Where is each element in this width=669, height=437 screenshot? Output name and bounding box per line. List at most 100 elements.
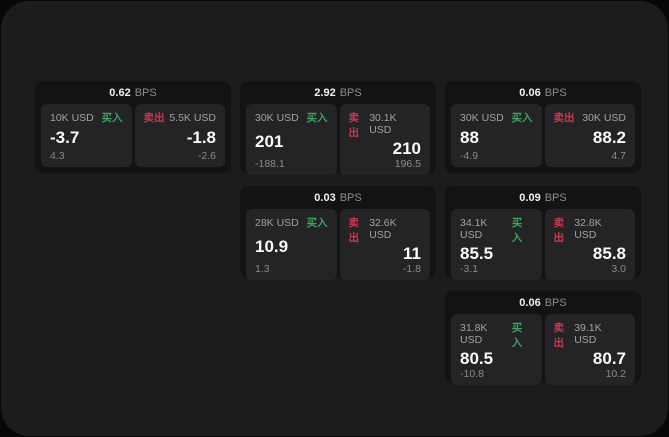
bps-value: 0.06: [519, 297, 541, 309]
buy-delta: -4.9: [460, 150, 479, 162]
sell-value: 11: [403, 244, 421, 263]
sell-side-top-row: 卖出 32.6K USD: [349, 215, 422, 245]
sell-amount: 5.5K USD: [169, 112, 216, 124]
buy-side-tile[interactable]: 28K USD 买入 10.9 1.3: [246, 209, 337, 280]
buy-amount: 34.1K USD: [460, 217, 488, 241]
bps-value: 0.09: [519, 192, 541, 204]
bps-header: 2.92 BPS: [246, 85, 430, 102]
bps-unit-label: BPS: [544, 87, 567, 99]
buy-value: 88: [460, 127, 479, 147]
sell-amount: 30K USD: [582, 112, 626, 124]
sell-value: 80.7: [592, 349, 626, 368]
quote-sides: 34.1K USD 买入 85.5 -3.1 卖出 32.8K USD 85.8…: [451, 209, 635, 280]
sell-side-top-row: 卖出 32.8K USD: [554, 215, 627, 245]
buy-side-top-row: 30K USD 买入: [255, 110, 328, 125]
sell-side-top-row: 卖出 30K USD: [554, 110, 627, 125]
buy-delta: -10.8: [460, 368, 484, 380]
buy-side-tile[interactable]: 31.8K USD 买入 80.5 -10.8: [451, 314, 542, 385]
quote-card: 0.62 BPS 10K USD 买入 -3.7 4.3 卖出 5.5K USD …: [35, 81, 231, 173]
sell-delta: 10.2: [605, 368, 626, 380]
quote-card: 0.03 BPS 28K USD 买入 10.9 1.3 卖出 32.6K USD…: [240, 186, 436, 280]
sell-delta: 196.5: [394, 158, 421, 170]
bps-header: 0.09 BPS: [451, 190, 635, 207]
buy-value: 80.5: [460, 349, 494, 368]
buy-amount: 10K USD: [50, 112, 94, 124]
bps-value: 0.06: [519, 87, 541, 99]
buy-side-tile[interactable]: 30K USD 买入 201 -188.1: [246, 104, 337, 175]
sell-side-tile[interactable]: 卖出 30K USD 88.2 4.7: [544, 104, 635, 167]
buy-value: 85.5: [460, 244, 494, 263]
bps-header: 0.06 BPS: [451, 85, 635, 102]
buy-tag: 买入: [306, 217, 328, 229]
sell-side-top-row: 卖出 30.1K USD: [349, 110, 422, 140]
bps-unit-label: BPS: [544, 297, 567, 309]
cards-grid: 0.62 BPS 10K USD 买入 -3.7 4.3 卖出 5.5K USD …: [35, 81, 641, 385]
sell-side-tile[interactable]: 卖出 39.1K USD 80.7 10.2: [544, 314, 635, 385]
buy-delta: -3.1: [460, 263, 479, 275]
buy-side-top-row: 28K USD 买入: [255, 215, 328, 230]
bps-unit-label: BPS: [339, 192, 362, 204]
sell-value: -1.8: [186, 127, 216, 147]
sell-side-tile[interactable]: 卖出 32.6K USD 11 -1.8: [339, 209, 430, 280]
buy-amount: 28K USD: [255, 217, 299, 229]
sell-amount: 30.1K USD: [369, 112, 397, 136]
sell-side-top-row: 卖出 39.1K USD: [554, 320, 627, 350]
bps-unit-label: BPS: [544, 192, 567, 204]
quote-sides: 31.8K USD 买入 80.5 -10.8 卖出 39.1K USD 80.…: [451, 314, 635, 385]
sell-side-tile[interactable]: 卖出 30.1K USD 210 196.5: [339, 104, 430, 175]
buy-value: -3.7: [50, 127, 80, 147]
bps-value: 2.92: [314, 87, 336, 99]
sell-side-tile[interactable]: 卖出 5.5K USD -1.8 -2.6: [134, 104, 225, 167]
sell-side-top-row: 卖出 5.5K USD: [144, 110, 217, 125]
bps-value: 0.62: [109, 87, 131, 99]
bps-header: 0.03 BPS: [246, 190, 430, 207]
sell-amount: 32.8K USD: [574, 217, 602, 241]
quote-sides: 10K USD 买入 -3.7 4.3 卖出 5.5K USD -1.8 -2.…: [41, 104, 225, 167]
quote-sides: 30K USD 买入 201 -188.1 卖出 30.1K USD 210 1…: [246, 104, 430, 175]
quote-card: 0.06 BPS 30K USD 买入 88 -4.9 卖出 30K USD 88…: [445, 81, 641, 173]
sell-tag: 卖出: [348, 112, 360, 139]
buy-side-tile[interactable]: 10K USD 买入 -3.7 4.3: [41, 104, 132, 167]
sell-amount: 39.1K USD: [574, 322, 602, 346]
quote-sides: 28K USD 买入 10.9 1.3 卖出 32.6K USD 11 -1.8: [246, 209, 430, 280]
quote-card: 0.06 BPS 31.8K USD 买入 80.5 -10.8 卖出 39.1K…: [445, 291, 641, 385]
sell-delta: 3.0: [611, 263, 626, 275]
sell-tag: 卖出: [553, 322, 565, 349]
sell-delta: -1.8: [402, 263, 421, 275]
buy-tag: 买入: [306, 112, 328, 124]
sell-delta: -2.6: [197, 150, 216, 162]
buy-side-top-row: 30K USD 买入: [460, 110, 533, 125]
sell-side-tile[interactable]: 卖出 32.8K USD 85.8 3.0: [544, 209, 635, 280]
buy-side-top-row: 34.1K USD 买入: [460, 215, 533, 245]
sell-tag: 卖出: [553, 217, 565, 244]
bps-unit-label: BPS: [134, 87, 157, 99]
buy-side-tile[interactable]: 30K USD 买入 88 -4.9: [451, 104, 542, 167]
sell-tag: 卖出: [553, 112, 575, 124]
buy-value: 201: [255, 131, 284, 151]
buy-tag: 买入: [511, 112, 533, 124]
bps-unit-label: BPS: [339, 87, 362, 99]
bps-value: 0.03: [314, 192, 336, 204]
buy-amount: 30K USD: [460, 112, 504, 124]
sell-delta: 4.7: [611, 150, 626, 162]
buy-side-top-row: 10K USD 买入: [50, 110, 123, 125]
buy-value: 10.9: [255, 236, 289, 256]
buy-side-tile[interactable]: 34.1K USD 买入 85.5 -3.1: [451, 209, 542, 280]
buy-delta: 1.3: [255, 263, 270, 275]
bps-header: 0.06 BPS: [451, 295, 635, 312]
sell-amount: 32.6K USD: [369, 217, 397, 241]
sell-tag: 卖出: [348, 217, 360, 244]
sell-tag: 卖出: [143, 112, 165, 124]
buy-delta: -188.1: [255, 158, 285, 170]
quote-card: 0.09 BPS 34.1K USD 买入 85.5 -3.1 卖出 32.8K …: [445, 186, 641, 280]
sell-value: 210: [392, 139, 421, 158]
quote-card: 2.92 BPS 30K USD 买入 201 -188.1 卖出 30.1K U…: [240, 81, 436, 175]
buy-tag: 买入: [101, 112, 123, 124]
bps-header: 0.62 BPS: [41, 85, 225, 102]
quote-sides: 30K USD 买入 88 -4.9 卖出 30K USD 88.2 4.7: [451, 104, 635, 167]
buy-tag: 买入: [511, 217, 523, 244]
buy-amount: 30K USD: [255, 112, 299, 124]
sell-value: 88.2: [592, 127, 626, 147]
buy-amount: 31.8K USD: [460, 322, 488, 346]
